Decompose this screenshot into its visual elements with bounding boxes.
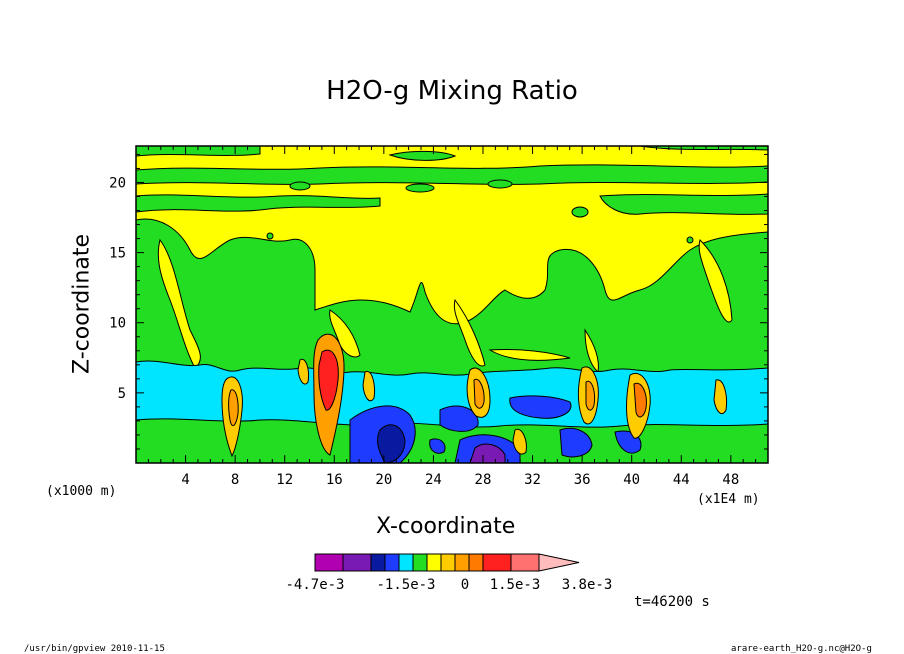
x-tick-label: 36 — [574, 472, 591, 488]
x-tick-label: 20 — [375, 472, 392, 488]
x-unit-label: (x1000 m) — [46, 484, 117, 499]
colorbar: -4.7e-3 -1.5e-3 0 1.5e-3 3.8e-3 — [285, 553, 613, 593]
x-tick-label: 16 — [326, 472, 343, 488]
x-multiplier-label: (x1E4 m) — [697, 492, 760, 507]
x-tick-label: 48 — [722, 472, 739, 488]
y-axis-label: Z-coordinate — [69, 234, 95, 374]
colorbar-label: 1.5e-3 — [490, 577, 541, 593]
y-tick-label: 20 — [109, 175, 126, 191]
x-tick-label: 28 — [475, 472, 492, 488]
colorbar-swatch — [342, 553, 372, 572]
colorbar-swatch — [440, 553, 456, 572]
colorbar-swatch — [384, 553, 400, 572]
colorbar-swatch — [454, 553, 470, 572]
colorbar-label: 0 — [461, 577, 469, 593]
time-label: t=46200 s — [634, 594, 710, 610]
colorbar-swatch — [426, 553, 442, 572]
footer-right: arare-earth_H2O-g.nc@H2O-g — [731, 644, 872, 654]
x-tick-label: 4 — [181, 472, 189, 488]
x-tick-label: 24 — [425, 472, 442, 488]
y-tick-label: 5 — [118, 386, 126, 402]
colorbar-swatch — [398, 553, 414, 572]
colorbar-label: 3.8e-3 — [562, 577, 613, 593]
x-tick-label: 8 — [231, 472, 239, 488]
x-tick-label: 32 — [524, 472, 541, 488]
plot-frame — [135, 145, 769, 464]
colorbar-swatch — [468, 553, 484, 572]
contour-field — [136, 146, 768, 463]
colorbar-swatch — [510, 553, 540, 572]
x-axis-label: X-coordinate — [376, 514, 516, 539]
footer-left: /usr/bin/gpview 2010-11-15 — [24, 644, 165, 654]
chart-title: H2O-g Mixing Ratio — [326, 76, 578, 106]
x-tick-label: 40 — [623, 472, 640, 488]
y-tick-label: 10 — [109, 316, 126, 332]
x-tick-label: 44 — [673, 472, 690, 488]
colorbar-arrow — [538, 553, 580, 572]
colorbar-label: -1.5e-3 — [376, 577, 435, 593]
colorbar-label: -4.7e-3 — [285, 577, 344, 593]
colorbar-swatch — [482, 553, 512, 572]
colorbar-swatch — [412, 553, 428, 572]
y-tick-label: 15 — [109, 246, 126, 262]
colorbar-swatch — [314, 553, 344, 572]
x-tick-label: 12 — [276, 472, 293, 488]
colorbar-swatch — [370, 553, 386, 572]
